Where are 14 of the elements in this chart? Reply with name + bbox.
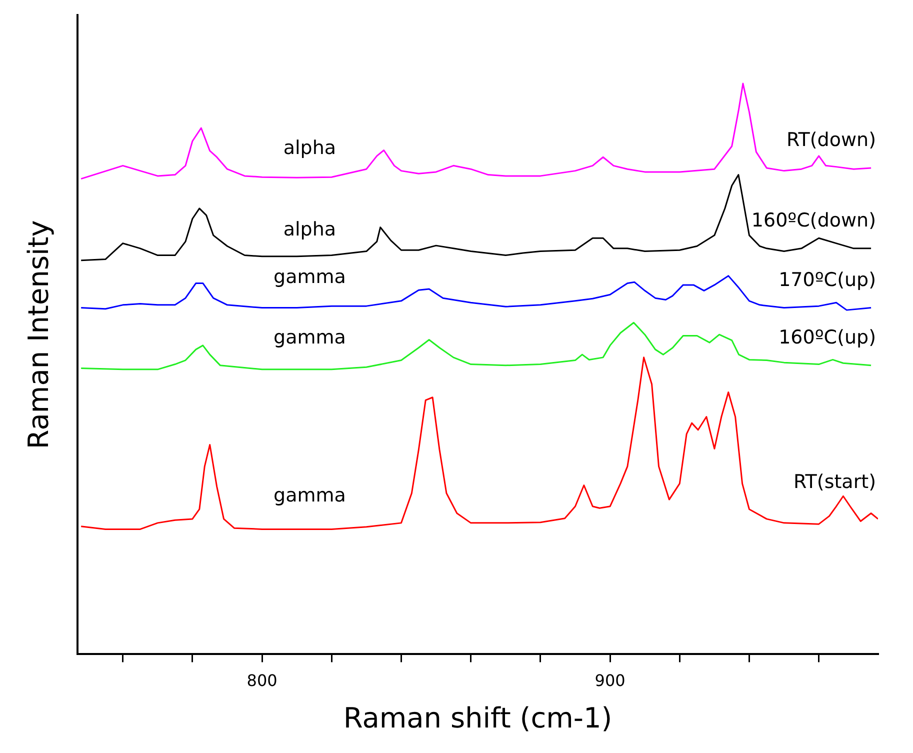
x-tick-label: 800 [246,670,278,690]
series-label: 170ºC(up) [778,268,876,291]
annotation: gamma [274,484,346,506]
series-label: RT(start) [793,471,876,494]
annotation: gamma [274,266,346,288]
x-axis-title: Raman shift (cm-1) [343,701,612,734]
annotation: gamma [274,326,346,348]
annotation: alpha [283,218,336,240]
x-tick-label: 900 [594,670,626,690]
series-label: RT(down) [786,128,876,151]
series-label: 160ºC(down) [751,209,876,232]
annotation: alpha [283,136,336,159]
series-label: 160ºC(up) [778,326,876,348]
y-axis-title: Raman Intensity [22,220,56,450]
